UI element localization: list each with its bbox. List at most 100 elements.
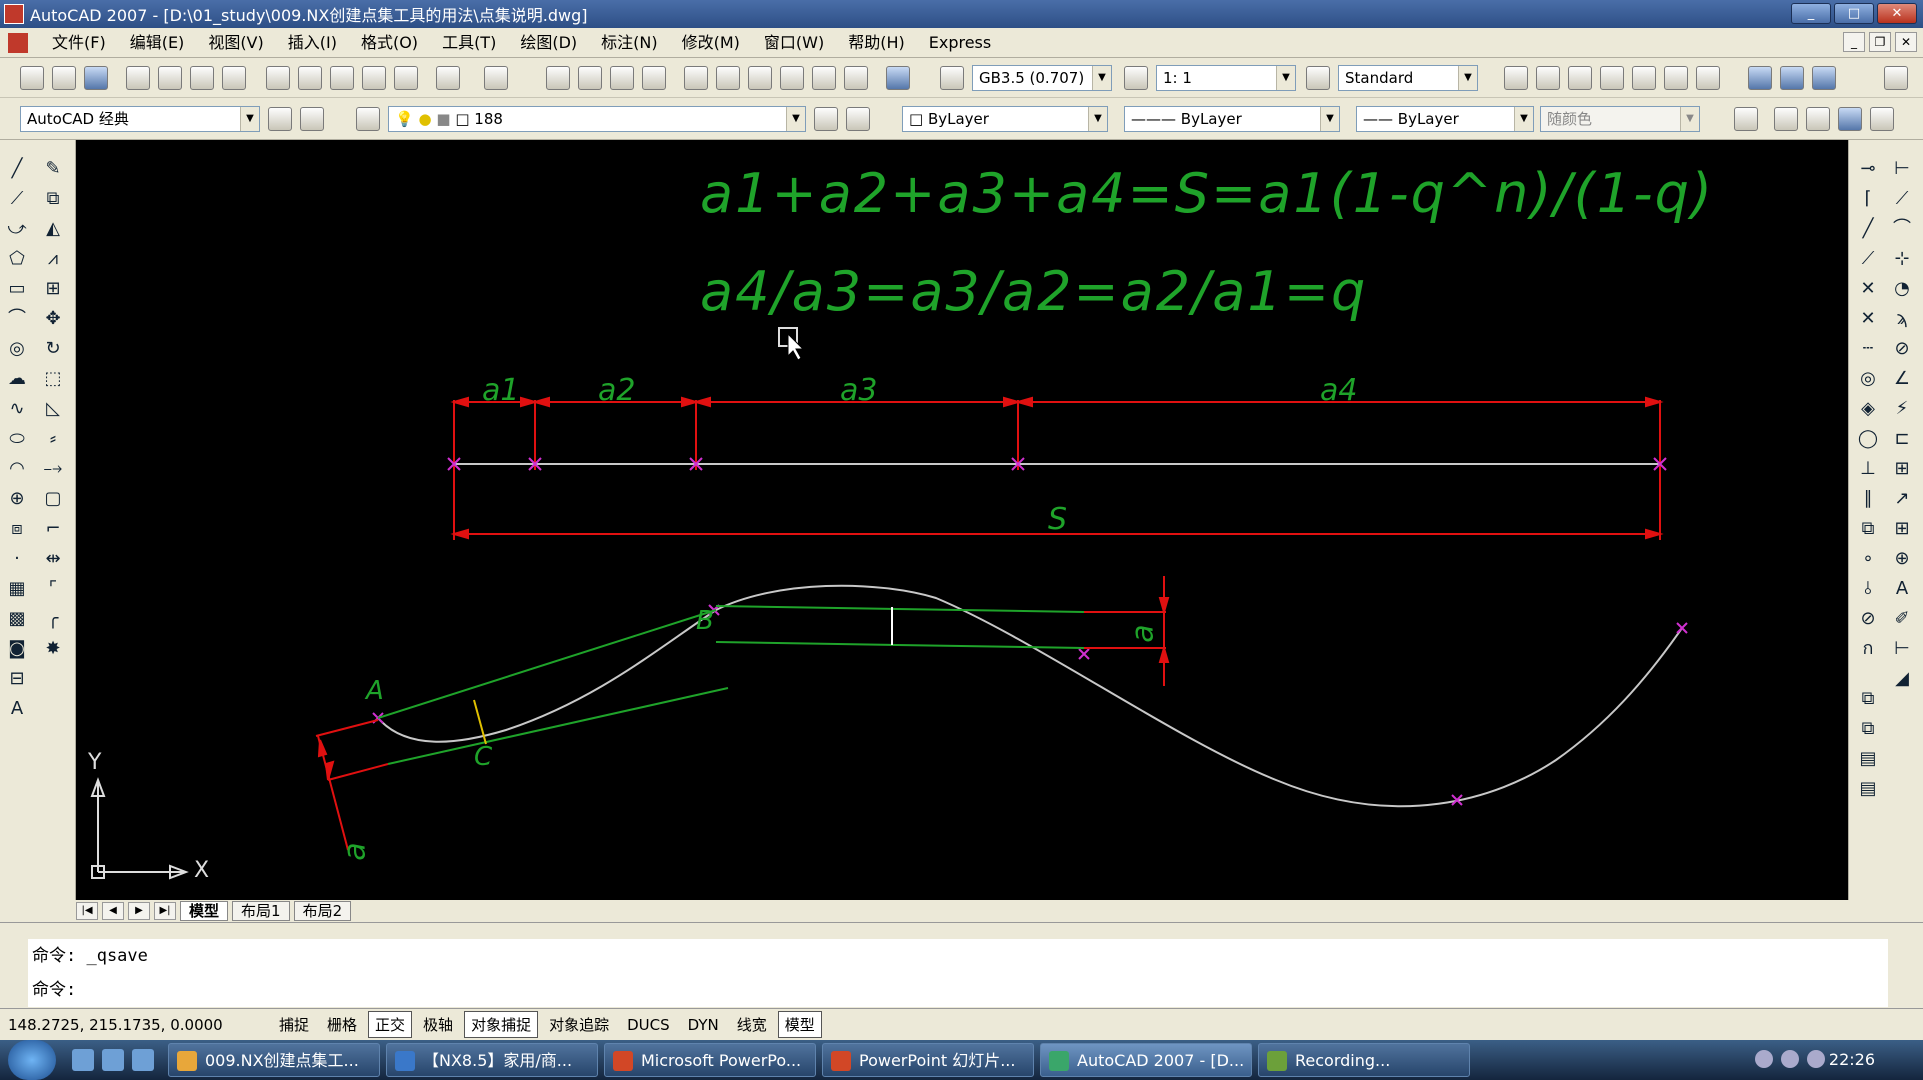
task-slideshow[interactable]: PowerPoint 幻灯片...: [822, 1043, 1034, 1077]
polygon-icon[interactable]: ⬠: [9, 248, 25, 269]
fillet-icon[interactable]: ╭: [47, 608, 59, 629]
lineweight-select[interactable]: —— ByLayer ▼: [1356, 106, 1534, 132]
view-iso-nw-icon[interactable]: [1812, 66, 1836, 90]
zoom-previous-icon[interactable]: [642, 66, 666, 90]
arc-icon[interactable]: ⌒: [8, 308, 26, 329]
autocad-app-icon[interactable]: [4, 4, 24, 24]
plot-icon[interactable]: [126, 66, 150, 90]
circle-icon[interactable]: ◎: [9, 338, 25, 359]
move-icon[interactable]: ✥: [45, 308, 61, 329]
snap-from-icon[interactable]: ⌈: [1864, 188, 1872, 209]
ie-icon[interactable]: [72, 1049, 94, 1071]
menu-modify[interactable]: 修改(M): [681, 32, 740, 52]
minimize-button[interactable]: _: [1791, 3, 1831, 24]
grid-toggle[interactable]: 栅格: [327, 1016, 358, 1034]
bring-above-icon[interactable]: ▤: [1859, 748, 1877, 769]
spline-curve[interactable]: [377, 584, 1683, 808]
send-under-icon[interactable]: ▤: [1859, 778, 1877, 799]
snap-none-icon[interactable]: ⊘: [1860, 608, 1876, 629]
trim-icon[interactable]: ⸗: [50, 428, 56, 449]
maximize-button[interactable]: □: [1834, 3, 1874, 24]
tab-prev-button[interactable]: ◀: [102, 902, 124, 920]
lights-icon[interactable]: [1838, 107, 1862, 131]
close-button[interactable]: ✕: [1877, 3, 1917, 24]
view-iso-sw-icon[interactable]: [1696, 66, 1720, 90]
text-style-icon[interactable]: [940, 66, 964, 90]
view-right-icon[interactable]: [1600, 66, 1624, 90]
dim-update-icon[interactable]: ⊢: [1894, 638, 1910, 659]
coordinate-readout[interactable]: 148.2725, 215.1735, 0.0000: [8, 1015, 223, 1034]
design-center-icon[interactable]: [716, 66, 740, 90]
cut-icon[interactable]: [266, 66, 290, 90]
snap-toggle[interactable]: 捕捉: [279, 1016, 310, 1034]
baseline-dim-icon[interactable]: ⊏: [1894, 428, 1910, 449]
continue-dim-icon[interactable]: ⊞: [1894, 458, 1910, 479]
snap-quadrant-icon[interactable]: ◈: [1861, 398, 1875, 419]
paste-icon[interactable]: [330, 66, 354, 90]
snap-endpoint-icon[interactable]: ╱: [1862, 218, 1874, 239]
workspace-settings-icon[interactable]: [268, 107, 292, 131]
snap-perpendicular-icon[interactable]: ⊥: [1860, 458, 1876, 479]
break-icon[interactable]: ⌐: [45, 518, 61, 539]
calculator-icon[interactable]: [844, 66, 868, 90]
menu-tools[interactable]: 工具(T): [442, 32, 497, 52]
point-icon[interactable]: ·: [14, 548, 20, 569]
menu-file[interactable]: 文件(F): [52, 32, 106, 52]
layer-previous-icon[interactable]: [846, 107, 870, 131]
polar-toggle[interactable]: 极轴: [423, 1016, 454, 1034]
table-style-select[interactable]: Standard ▼: [1338, 65, 1478, 91]
show-desktop-icon[interactable]: [132, 1049, 154, 1071]
snap-apparent-icon[interactable]: ✕: [1860, 308, 1876, 329]
view-iso-se-icon[interactable]: [1748, 66, 1772, 90]
snap-insert-icon[interactable]: ⧉: [1861, 518, 1875, 539]
extend-icon[interactable]: ⤍: [43, 458, 63, 479]
menu-help[interactable]: 帮助(H): [848, 32, 905, 52]
3d-orbit-icon[interactable]: [1774, 107, 1798, 131]
drawing-canvas[interactable]: a1+a2+a3+a4=S=a1(1-q^n)/(1-q) a4/a3=a3/a…: [76, 140, 1848, 900]
draw-order-front-icon[interactable]: ⧉: [1861, 688, 1875, 709]
model-toggle[interactable]: 模型: [777, 1011, 822, 1038]
view-front-icon[interactable]: [1632, 66, 1656, 90]
publish-icon[interactable]: [190, 66, 214, 90]
stretch-icon[interactable]: ◺: [46, 398, 60, 419]
network-icon[interactable]: [1781, 1050, 1799, 1068]
lineweight-toggle[interactable]: 线宽: [736, 1016, 767, 1034]
ratio-formula[interactable]: a4/a3=a3/a2=a2/a1=q: [700, 260, 1368, 323]
make-layer-current-icon[interactable]: [814, 107, 838, 131]
copy-object-icon[interactable]: ⧉: [46, 188, 60, 209]
break-at-point-icon[interactable]: ▢: [44, 488, 62, 509]
view-top-icon[interactable]: [1504, 66, 1528, 90]
angular-dim-icon[interactable]: ∠: [1893, 368, 1911, 389]
command-input[interactable]: 命令:: [28, 973, 1888, 1007]
tab-first-button[interactable]: |◀: [76, 902, 98, 920]
task-powerpoint[interactable]: Microsoft PowerPo...: [604, 1043, 816, 1077]
volume-icon[interactable]: [1807, 1050, 1825, 1068]
task-folder[interactable]: 009.NX创建点集工...: [168, 1043, 380, 1077]
3d-dwf-icon[interactable]: [222, 66, 246, 90]
temp-track-point-icon[interactable]: ⊸: [1860, 158, 1876, 179]
tab-next-button[interactable]: ▶: [128, 902, 150, 920]
menu-dimension[interactable]: 标注(N): [601, 32, 658, 52]
task-recording[interactable]: Recording...: [1258, 1043, 1470, 1077]
tool-palettes-icon[interactable]: [748, 66, 772, 90]
properties-icon[interactable]: [684, 66, 708, 90]
gradient-icon[interactable]: ▩: [8, 608, 26, 629]
tray-up-arrow-icon[interactable]: [1755, 1050, 1773, 1068]
explorer-icon[interactable]: [102, 1049, 124, 1071]
doc-close-button[interactable]: ✕: [1895, 32, 1917, 52]
revision-cloud-icon[interactable]: ☁: [8, 368, 26, 389]
tab-layout1[interactable]: 布局1: [232, 901, 290, 921]
block-editor-icon[interactable]: [394, 66, 418, 90]
pan-icon[interactable]: [546, 66, 570, 90]
tab-last-button[interactable]: ▶|: [154, 902, 176, 920]
menu-edit[interactable]: 编辑(E): [129, 32, 185, 52]
osnap-settings-icon[interactable]: ก: [1862, 638, 1874, 659]
dim-style-manager-icon[interactable]: ◢: [1895, 668, 1909, 689]
table-icon[interactable]: ⊟: [9, 668, 25, 689]
workspace-save-icon[interactable]: [300, 107, 324, 131]
menu-view[interactable]: 视图(V): [208, 32, 264, 52]
snap-intersection-icon[interactable]: ✕: [1860, 278, 1876, 299]
quick-leader-icon[interactable]: ↗: [1894, 488, 1910, 509]
osnap-toggle[interactable]: 对象捕捉: [464, 1011, 539, 1038]
diameter-dim-icon[interactable]: ⊘: [1894, 338, 1910, 359]
